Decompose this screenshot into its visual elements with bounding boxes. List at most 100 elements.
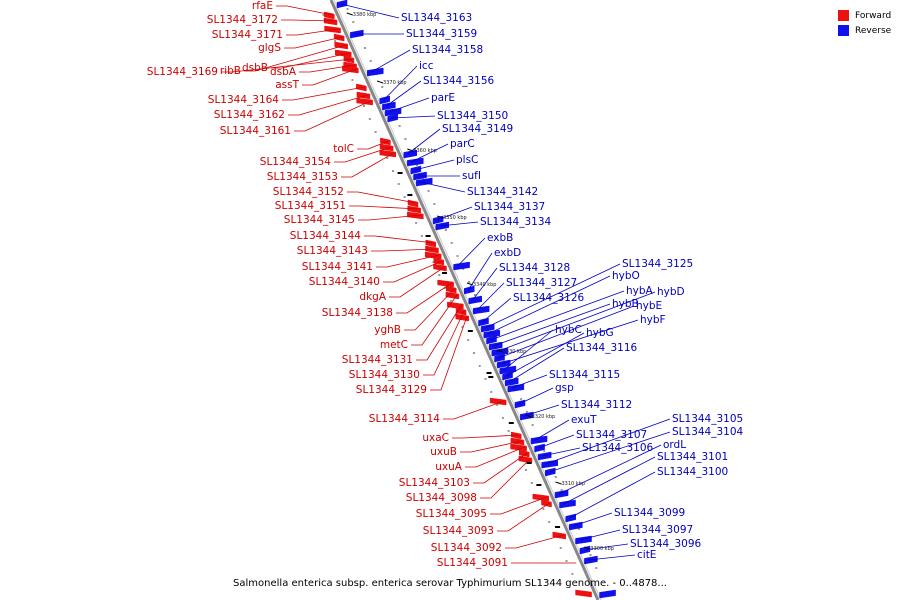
reverse-gene-label[interactable]: hybF [640,314,666,326]
reverse-gene-feature[interactable] [575,535,592,545]
forward-gene-label[interactable]: assT [275,79,299,91]
forward-gene-feature[interactable] [425,239,437,248]
reverse-gene-label[interactable]: SL1344_3107 [576,429,647,441]
reverse-gene-feature[interactable] [554,489,569,499]
reverse-gene-label[interactable]: exbD [494,247,521,259]
reverse-gene-feature[interactable] [530,435,548,445]
reverse-gene-label[interactable]: SL1344_3142 [467,186,538,198]
forward-gene-label[interactable]: SL1344_3140 [309,276,380,288]
reverse-gene-label[interactable]: SL1344_3099 [614,507,685,519]
forward-gene-label[interactable]: SL1344_3151 [275,200,346,212]
forward-gene-feature[interactable] [447,301,464,310]
forward-gene-label[interactable]: SL1344_3171 [212,29,283,41]
reverse-gene-label[interactable]: SL1344_3158 [412,44,483,56]
forward-gene-label[interactable]: dkgA [359,291,386,303]
forward-gene-label[interactable]: dsbA [270,66,297,78]
reverse-gene-feature[interactable] [507,383,525,393]
forward-gene-label[interactable]: ribB [220,65,241,77]
forward-gene-feature[interactable] [532,493,550,502]
reverse-gene-label[interactable]: gsp [555,382,574,394]
forward-gene-label[interactable]: SL1344_3095 [416,508,487,520]
forward-gene-label[interactable]: glgS [258,42,281,54]
forward-gene-feature[interactable] [446,285,457,294]
forward-gene-label[interactable]: SL1344_3145 [284,214,355,226]
forward-gene-label[interactable]: SL1344_3153 [267,171,338,183]
reverse-gene-label[interactable]: hybE [636,300,662,312]
reverse-gene-label[interactable]: SL1344_3137 [474,201,545,213]
reverse-gene-feature[interactable] [480,323,495,333]
forward-gene-feature[interactable] [379,149,396,158]
reverse-gene-label[interactable]: SL1344_3116 [566,342,638,354]
reverse-gene-feature[interactable] [537,451,552,461]
forward-gene-label[interactable]: SL1344_3098 [406,492,477,504]
reverse-gene-feature[interactable] [599,589,616,599]
reverse-gene-label[interactable]: icc [419,60,434,72]
forward-gene-label[interactable]: SL1344_3172 [207,14,278,26]
reverse-gene-label[interactable]: hybC [555,324,582,336]
forward-gene-label[interactable]: tolC [333,143,354,155]
reverse-gene-label[interactable]: SL1344_3104 [672,426,744,438]
forward-gene-label[interactable]: SL1344_3114 [369,413,441,425]
forward-gene-feature[interactable] [342,65,359,74]
reverse-gene-label[interactable]: parE [431,92,455,104]
forward-gene-feature[interactable] [518,455,533,464]
forward-gene-label[interactable]: uxuB [430,446,457,458]
forward-gene-label[interactable]: metC [380,339,408,351]
reverse-gene-feature[interactable] [464,285,475,295]
reverse-gene-label[interactable]: hybG [586,327,614,339]
forward-gene-feature[interactable] [356,97,373,106]
forward-gene-feature[interactable] [541,499,552,508]
forward-gene-label[interactable]: SL1344_3138 [322,307,393,319]
reverse-gene-label[interactable]: SL1344_3097 [622,524,693,536]
forward-gene-feature[interactable] [510,443,527,452]
reverse-gene-feature[interactable] [541,459,558,469]
forward-gene-label[interactable]: SL1344_3131 [342,354,413,366]
forward-gene-feature[interactable] [552,531,566,540]
reverse-gene-label[interactable]: SL1344_3126 [513,292,585,304]
reverse-gene-label[interactable]: SL1344_3150 [437,110,508,122]
reverse-gene-label[interactable]: SL1344_3163 [401,12,472,24]
reverse-gene-feature[interactable] [559,499,576,509]
reverse-gene-label[interactable]: SL1344_3156 [423,75,495,87]
reverse-gene-feature[interactable] [468,295,482,305]
forward-gene-label[interactable]: SL1344_3091 [437,557,508,569]
forward-gene-label[interactable]: SL1344_3141 [302,261,373,273]
reverse-gene-feature[interactable] [453,261,470,271]
forward-gene-label[interactable]: SL1344_3129 [356,384,427,396]
reverse-gene-label[interactable]: SL1344_3100 [657,466,728,478]
reverse-gene-label[interactable]: hybD [657,286,685,298]
forward-gene-label[interactable]: yghB [374,324,401,336]
forward-gene-label[interactable]: SL1344_3143 [297,245,368,257]
forward-gene-feature[interactable] [519,449,530,458]
reverse-gene-label[interactable]: SL1344_3149 [442,123,513,135]
reverse-gene-feature[interactable] [514,399,526,409]
reverse-gene-label[interactable]: exuT [571,414,597,426]
reverse-gene-label[interactable]: sufI [462,170,481,182]
forward-gene-feature[interactable] [407,205,421,214]
reverse-gene-label[interactable]: citE [637,549,656,561]
reverse-gene-label[interactable]: SL1344_3105 [672,413,743,425]
reverse-gene-feature[interactable] [367,67,384,77]
forward-gene-feature[interactable] [324,11,335,20]
reverse-gene-feature[interactable] [504,377,519,387]
forward-gene-feature[interactable] [323,17,338,26]
reverse-gene-label[interactable]: SL1344_3115 [549,369,620,381]
forward-gene-label[interactable]: SL1344_3130 [349,369,420,381]
forward-gene-feature[interactable] [433,263,447,272]
forward-gene-label[interactable]: SL1344_3169 [147,66,218,78]
reverse-gene-label[interactable]: hybA [626,285,654,297]
reverse-gene-label[interactable]: SL1344_3125 [622,258,693,270]
reverse-gene-label[interactable]: ordL [663,439,686,451]
reverse-gene-label[interactable]: exbB [487,232,513,244]
forward-gene-label[interactable]: rfaE [252,0,273,12]
forward-gene-feature[interactable] [510,437,525,446]
forward-gene-label[interactable]: SL1344_3152 [273,186,344,198]
reverse-gene-label[interactable]: SL1344_3128 [499,262,570,274]
reverse-gene-feature[interactable] [382,101,396,111]
reverse-gene-label[interactable]: SL1344_3096 [630,538,702,550]
reverse-gene-feature[interactable] [478,317,489,327]
forward-gene-label[interactable]: uxaC [422,432,449,444]
forward-gene-label[interactable]: dsbB [242,62,268,74]
forward-gene-label[interactable]: SL1344_3092 [431,542,502,554]
forward-gene-label[interactable]: SL1344_3093 [423,525,494,537]
